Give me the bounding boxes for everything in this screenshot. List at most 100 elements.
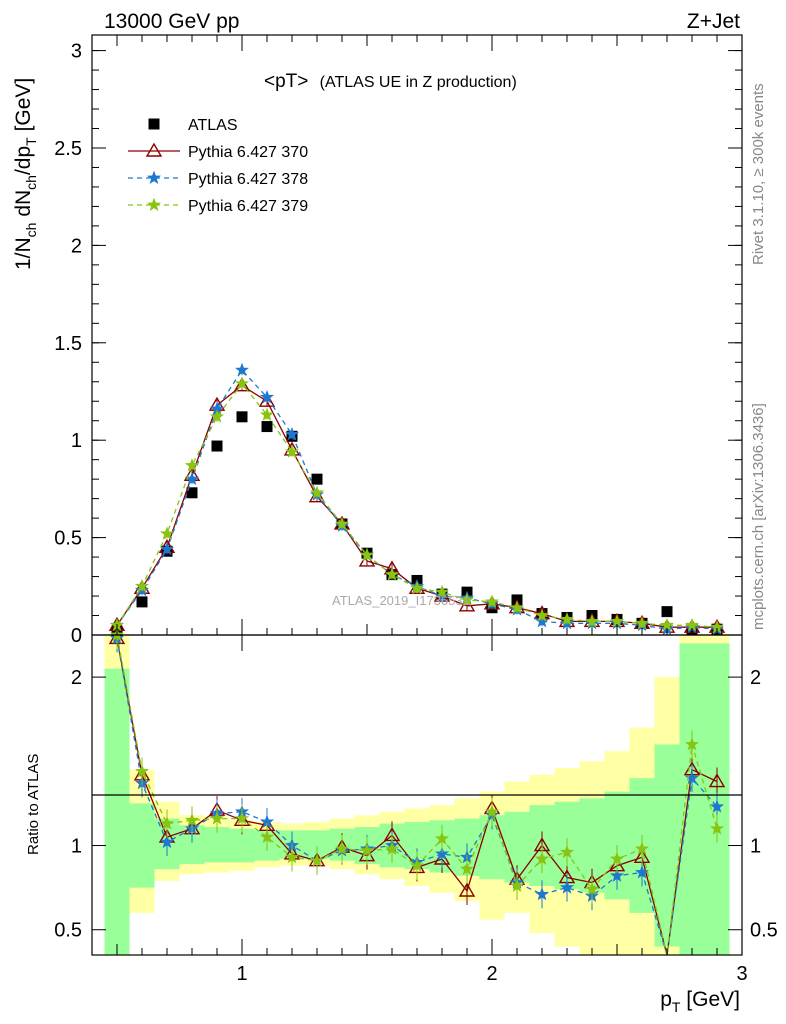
main-ytick-label-4: 2: [71, 235, 82, 257]
legend-marker-2: [146, 170, 162, 185]
main-point-3-5: [234, 376, 250, 390]
ratio-ytick-label-left-0: 0.5: [54, 920, 82, 942]
main-point-0-4: [211, 440, 223, 452]
ratio-ytick-label-left-2: 2: [71, 667, 82, 689]
ratio-point-2-5: [234, 811, 250, 825]
ratio-point-2-4: [209, 811, 225, 825]
ratio-point-1-23: [684, 770, 700, 785]
energy-label: 13000 GeV pp: [104, 10, 239, 33]
legend-label-2: Pythia 6.427 378: [188, 171, 308, 188]
ratio-point-2-14: [459, 861, 475, 876]
band-stat-5: [229, 828, 255, 863]
legend-label-0: ATLAS: [188, 117, 238, 134]
ratio-point-2-18: [559, 844, 575, 859]
ratio-y-axis-label: Ratio to ATLAS: [25, 754, 42, 855]
ratio-point-1-18: [559, 880, 575, 894]
main-point-1-5: [233, 377, 251, 392]
ratio-point-2-13: [434, 831, 450, 845]
main-point-0-22: [661, 606, 673, 618]
main-ytick-label-2: 1: [71, 430, 82, 452]
main-point-3-14: [459, 592, 475, 606]
main-point-3-21: [634, 615, 650, 630]
ratio-point-1-2: [159, 834, 175, 849]
axes-ticks: 00.511.522.531 2 30.5 0.51 12 2: [54, 35, 778, 985]
ratio-point-2-9: [334, 841, 350, 855]
ratio-point-2-7: [284, 849, 300, 864]
x-axis-label: pT [GeV]: [660, 988, 740, 1015]
ratio-point-0-14: [458, 882, 476, 897]
main-point-2-5: [234, 362, 250, 376]
main-point-3-10: [359, 547, 375, 562]
ratio-point-2-20: [609, 851, 625, 866]
process-label: Z+Jet: [687, 10, 740, 33]
main-point-3-15: [484, 594, 500, 608]
main-point-3-2: [159, 526, 175, 540]
main-point-2-6: [259, 389, 275, 404]
band-stat-1: [129, 803, 155, 888]
xtick-label-1: 2: [486, 963, 497, 985]
side-label-mcplots: mcplots.cern.ch [arXiv:1306.3436]: [750, 403, 767, 630]
main-point-3-11: [384, 567, 400, 581]
ratio-point-2-24: [709, 821, 725, 835]
band-stat-4: [204, 827, 230, 863]
plot-title-sub: (ATLAS UE in Z production): [320, 74, 517, 91]
main-y-axis-label: 1/Nch dNch/dpT [GeV]: [12, 78, 39, 270]
main-point-3-9: [334, 516, 350, 530]
main-point-3-8: [309, 485, 325, 499]
main-point-3-19: [584, 614, 600, 628]
main-ytick-label-0: 0: [71, 625, 82, 647]
ratio-point-2-3: [184, 812, 200, 827]
main-point-3-18: [559, 612, 575, 626]
main-point-1-6: [258, 392, 276, 407]
ratio-point-2-17: [534, 851, 550, 866]
main-point-3-16: [509, 600, 525, 614]
main-point-0-3: [186, 487, 198, 499]
ratio-point-2-8: [309, 853, 325, 867]
ratio-point-2-10: [359, 843, 375, 857]
ratio-point-2-19: [584, 881, 600, 896]
ratio-point-1-24: [709, 799, 725, 813]
ratio-ytick-label-right-0: 0.5: [750, 920, 778, 942]
main-point-3-17: [534, 608, 550, 622]
ratio-point-2-11: [384, 841, 400, 855]
watermark: ATLAS_2019_I1736531: [332, 593, 470, 608]
ratio-point-2-6: [259, 829, 275, 844]
main-series-3: [109, 376, 725, 634]
ratio-point-1-21: [634, 865, 650, 879]
legend-label-1: Pythia 6.427 370: [188, 144, 308, 161]
main-point-3-6: [259, 407, 275, 421]
ratio-point-2-2: [159, 816, 175, 830]
legend-marker-3: [146, 197, 162, 212]
main-ytick-label-3: 1.5: [54, 333, 82, 355]
ratio-ytick-label-left-1: 1: [71, 836, 82, 858]
main-point-2-2: [159, 541, 175, 556]
plot-title: <pT> (ATLAS UE in Z production): [264, 71, 517, 92]
ratio-point-1-20: [609, 868, 625, 882]
main-point-0-5: [236, 411, 248, 423]
ratio-series-2: [109, 621, 725, 956]
ratio-panel-marks: [108, 621, 726, 956]
main-point-2-17: [534, 614, 550, 628]
ratio-point-1-13: [434, 846, 450, 860]
ratio-point-2-21: [634, 841, 650, 855]
legend-marker-1: [145, 142, 163, 157]
ratio-point-2-15: [484, 804, 500, 818]
legend-label-3: Pythia 6.427 379: [188, 198, 308, 215]
ratio-point-1-17: [534, 887, 550, 901]
band-stat-23: [679, 643, 705, 955]
ratio-point-2-16: [509, 878, 525, 892]
main-panel-marks: [108, 362, 726, 637]
ratio-point-0-24: [708, 773, 726, 788]
ratio-point-2-12: [409, 858, 425, 872]
main-ytick-label-1: 0.5: [54, 528, 82, 550]
main-point-3-3: [184, 458, 200, 472]
main-ytick-label-5: 2.5: [54, 138, 82, 160]
main-point-3-1: [134, 578, 150, 593]
ratio-point-2-23: [684, 737, 700, 751]
ratio-ytick-label-right-2: 2: [750, 667, 761, 689]
main-point-3-4: [209, 409, 225, 423]
main-point-3-12: [409, 580, 425, 595]
legend: ATLAS Pythia 6.427 370 Pythia 6.427 378 Pyt…: [128, 117, 308, 215]
side-label-rivet: Rivet 3.1.10, ≥ 300k events: [750, 83, 767, 265]
